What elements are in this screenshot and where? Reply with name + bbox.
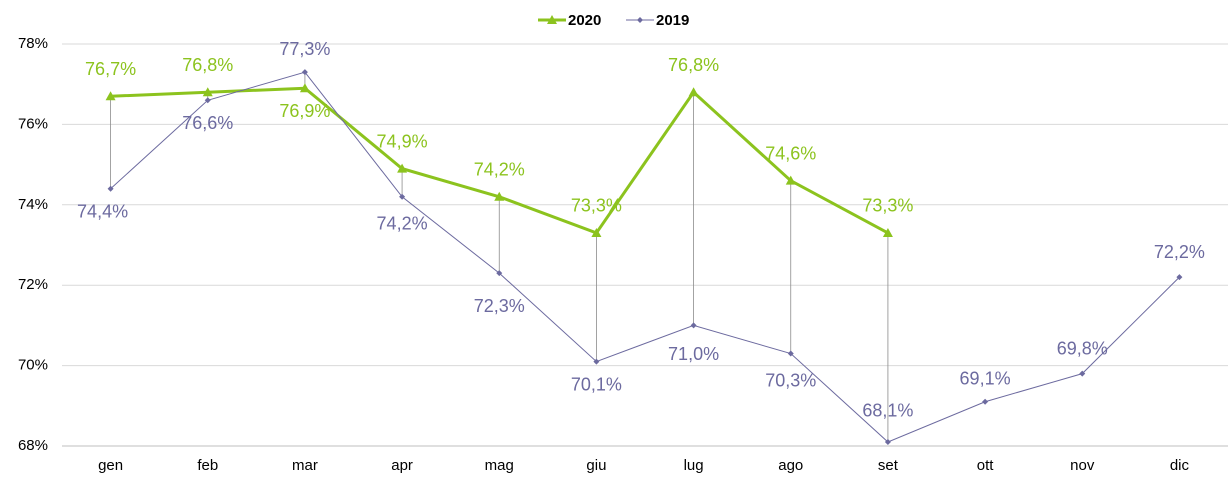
marker: [1176, 274, 1183, 281]
data-label: 74,2%: [474, 160, 525, 180]
series-line: [110, 71, 1180, 443]
data-label: 77,3%: [279, 39, 330, 59]
marker: [982, 398, 989, 405]
data-label: 69,1%: [960, 369, 1011, 389]
y-tick-label: 74%: [18, 196, 48, 213]
data-label: 76,8%: [668, 55, 719, 75]
data-label: 76,9%: [279, 101, 330, 121]
x-tick-label: set: [878, 457, 899, 474]
data-label: 76,7%: [85, 59, 136, 79]
y-tick-label: 72%: [18, 276, 48, 293]
data-label: 74,9%: [377, 131, 428, 151]
marker: [494, 191, 505, 201]
marker: [105, 91, 116, 101]
marker: [496, 270, 503, 277]
marker: [299, 83, 310, 93]
data-label: 74,4%: [77, 201, 128, 221]
marker: [397, 163, 408, 173]
x-tick-label: ago: [778, 457, 803, 474]
y-tick-label: 78%: [18, 35, 48, 52]
marker: [202, 87, 213, 97]
y-tick-label: 70%: [18, 357, 48, 374]
x-tick-label: lug: [684, 457, 704, 474]
x-tick-label: gen: [98, 457, 123, 474]
x-tick-label: giu: [586, 457, 606, 474]
data-label: 74,6%: [765, 143, 816, 163]
x-tick-label: nov: [1070, 457, 1095, 474]
data-label: 68,1%: [862, 401, 913, 421]
data-label: 74,2%: [377, 214, 428, 234]
marker: [882, 227, 893, 237]
data-label: 73,3%: [862, 196, 913, 216]
marker: [593, 358, 600, 365]
marker: [301, 69, 308, 76]
data-label: 69,8%: [1057, 338, 1108, 358]
x-tick-label: feb: [197, 457, 218, 474]
data-label: 76,6%: [182, 113, 233, 133]
marker: [688, 87, 699, 97]
data-label: 72,3%: [474, 296, 525, 316]
y-tick-label: 68%: [18, 437, 48, 454]
data-label: 76,8%: [182, 55, 233, 75]
data-label: 70,1%: [571, 374, 622, 394]
legend-marker: [637, 17, 643, 23]
marker: [204, 97, 211, 104]
marker: [591, 227, 602, 237]
x-tick-label: mar: [292, 457, 318, 474]
marker: [1079, 370, 1086, 377]
data-label: 73,3%: [571, 196, 622, 216]
data-label: 70,3%: [765, 370, 816, 390]
marker: [690, 322, 697, 329]
x-tick-label: ott: [977, 457, 995, 474]
marker: [785, 175, 796, 185]
x-tick-label: dic: [1170, 457, 1190, 474]
x-tick-label: apr: [391, 457, 413, 474]
marker: [107, 185, 114, 192]
legend-label: 2020: [568, 12, 601, 29]
legend-marker: [547, 15, 557, 24]
y-tick-label: 76%: [18, 115, 48, 132]
data-label: 71,0%: [668, 344, 719, 364]
marker: [884, 438, 891, 445]
marker: [787, 350, 794, 357]
data-label: 72,2%: [1154, 242, 1205, 262]
marker: [399, 193, 406, 200]
x-tick-label: mag: [485, 457, 514, 474]
legend-label: 2019: [656, 12, 689, 29]
